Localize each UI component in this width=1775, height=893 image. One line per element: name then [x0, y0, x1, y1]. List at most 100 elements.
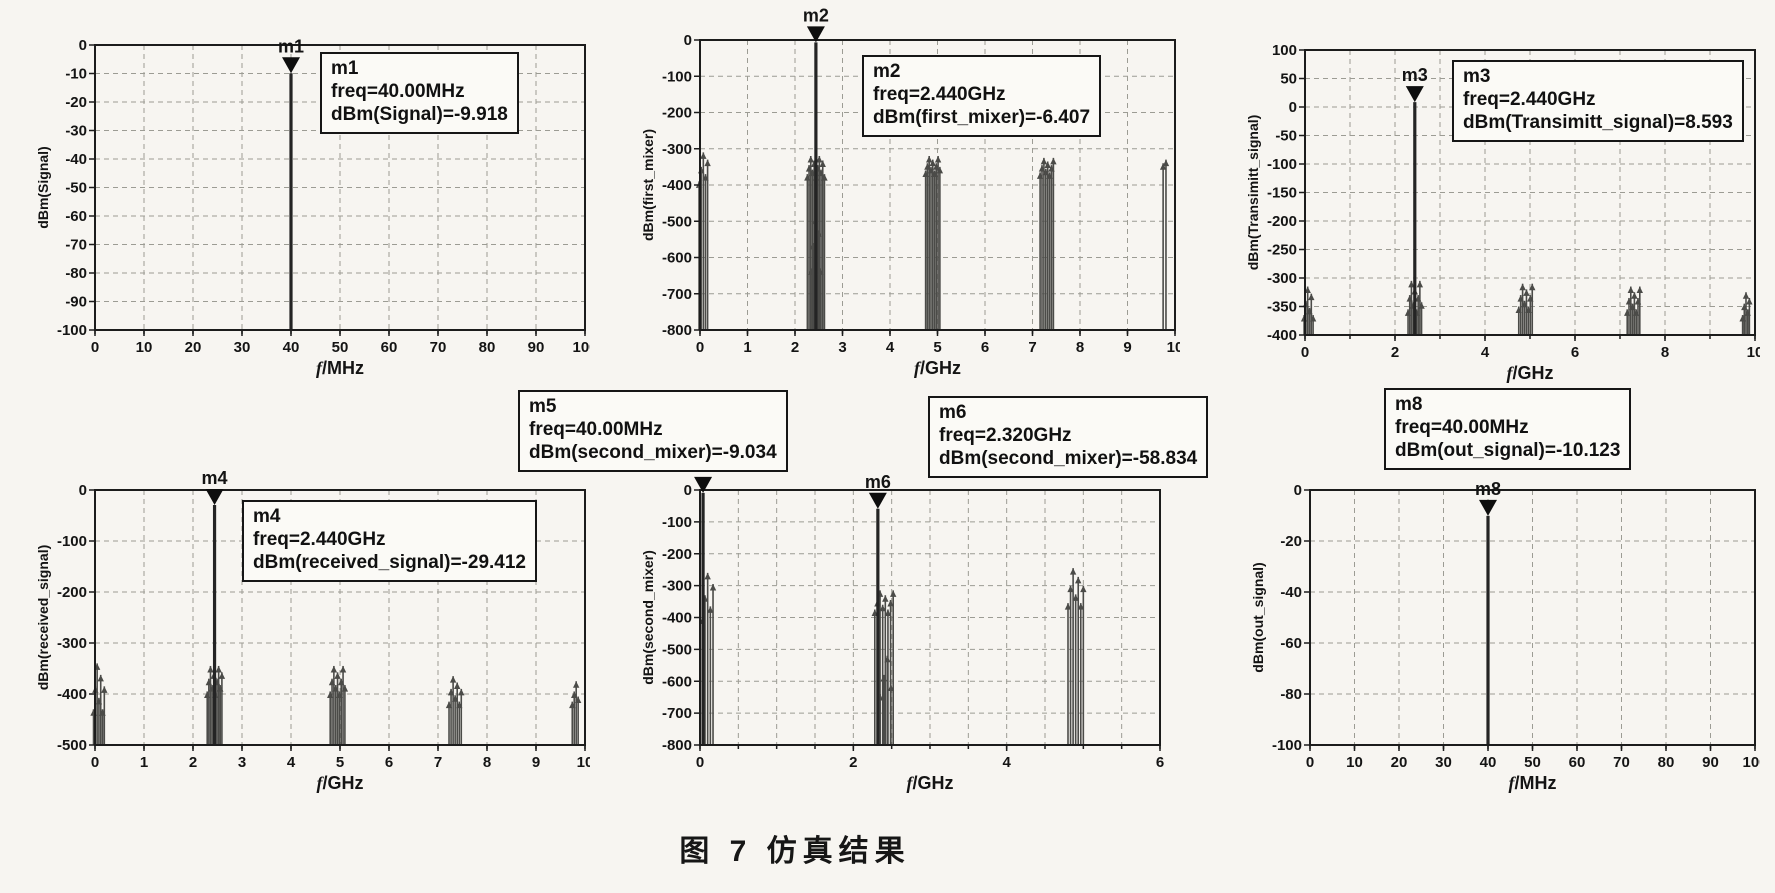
- spike-tip: [1529, 283, 1536, 291]
- x-tick-label: 30: [234, 339, 251, 356]
- annotation-m1: m1 freq=40.00MHz dBm(Signal)=-9.918: [320, 52, 519, 134]
- spike-tip: [574, 696, 582, 704]
- x-tick-label: 40: [283, 339, 300, 356]
- spike-tip: [807, 156, 814, 163]
- marker-label: m4: [202, 468, 228, 488]
- y-tick-label: -100: [1267, 156, 1297, 173]
- spike-tip: [882, 595, 889, 602]
- y-tick-label: -200: [57, 584, 87, 601]
- chart-signal: 0 10 20 30 40 50 60 70 80 90 100 0 -10 -20 -30 -40 -50 -6…: [30, 8, 598, 385]
- spike-tip: [817, 268, 824, 275]
- x-tick-label: 2: [1391, 344, 1399, 361]
- x-tick-label: 20: [1391, 754, 1408, 771]
- spike-tip: [97, 674, 104, 682]
- annotation-m6: m6 freq=2.320GHz dBm(second_mixer)=-58.8…: [928, 396, 1209, 478]
- y-tick-label: -200: [1267, 213, 1297, 230]
- annotation-line: freq=2.440GHz: [1463, 89, 1596, 111]
- x-tick-label: 9: [532, 754, 540, 771]
- x-tick-label: 4: [287, 754, 296, 771]
- x-tick-label: 7: [434, 754, 442, 771]
- y-tick-label: -20: [65, 94, 87, 111]
- x-tick-label: 70: [430, 339, 447, 356]
- spike-tip: [1080, 585, 1087, 593]
- x-tick-label: 9: [1123, 339, 1131, 356]
- y-tick-label: -100: [662, 514, 692, 531]
- y-tick-label: -70: [65, 237, 87, 254]
- marker-label: m8: [1475, 479, 1501, 499]
- annotation-line: dBm(Transimitt_signal)=8.593: [1463, 112, 1733, 134]
- annotation-line: m8: [1395, 394, 1423, 415]
- annotation-line: freq=2.320GHz: [939, 425, 1072, 447]
- y-tick-label: -400: [57, 686, 87, 703]
- chart-out-signal-plot: 0 10 20 30 40 50 60 70 80 90 100 0 -20 -40 -60 -80 -100 m…: [1250, 479, 1768, 793]
- spike-tip: [1304, 286, 1311, 294]
- y-tick-label: -500: [662, 213, 692, 230]
- x-tick-label: 0: [696, 339, 704, 356]
- x-tick-label: 0: [1306, 754, 1314, 771]
- y-tick-label: 0: [1294, 482, 1302, 499]
- x-tick-label: 10: [136, 339, 153, 356]
- spike-tip: [880, 674, 887, 682]
- spike-tip: [449, 676, 457, 683]
- y-tick-label: -50: [65, 180, 87, 197]
- spike-tip: [879, 604, 886, 612]
- spike-tip: [890, 590, 897, 597]
- x-tick-label: 100: [572, 339, 590, 356]
- annotation-line: freq=2.440GHz: [253, 529, 386, 551]
- y-axis-label: dBm(Signal): [35, 146, 51, 228]
- y-axis-label: dBm(Transimitt_signal): [1245, 115, 1261, 271]
- marker-triangle: [1405, 86, 1424, 103]
- spike-tip: [1308, 293, 1315, 301]
- annotation-line: m6: [939, 402, 967, 423]
- annotation-line: freq=2.440GHz: [873, 84, 1006, 106]
- y-axis-label: dBm(out_signal): [1250, 562, 1266, 672]
- x-tick-label: 10: [1167, 339, 1180, 356]
- x-tick-label: 4: [1481, 344, 1490, 361]
- y-tick-label: 0: [684, 32, 692, 49]
- x-tick-label: 6: [981, 339, 989, 356]
- x-tick-label: 5: [336, 754, 344, 771]
- spike-tip: [819, 160, 826, 168]
- x-tick-label: 6: [1571, 344, 1579, 361]
- y-tick-label: 50: [1280, 71, 1297, 88]
- marker-triangle: [1479, 499, 1497, 516]
- x-tick-label: 6: [1156, 754, 1164, 771]
- y-tick-label: -300: [662, 141, 692, 158]
- spike-tip: [1077, 603, 1084, 610]
- spike-tip: [884, 655, 891, 663]
- chart-second-mixer: 02460-100-200-300-400-500-600-700-800m5m…: [635, 428, 1165, 798]
- y-tick-label: -50: [1275, 128, 1297, 145]
- y-tick-label: -100: [1272, 737, 1302, 754]
- spike-tip: [821, 174, 828, 181]
- y-tick-label: -100: [662, 68, 692, 85]
- y-tick-label: -10: [65, 66, 87, 83]
- annotation-line: m4: [253, 506, 281, 527]
- spike-tip: [1075, 576, 1082, 584]
- y-tick-label: -150: [1267, 185, 1297, 202]
- x-tick-label: 2: [791, 339, 799, 356]
- y-tick-label: -100: [57, 533, 87, 550]
- spike-tip: [101, 686, 108, 693]
- marker-label: m3: [1402, 65, 1428, 85]
- y-tick-label: -80: [1280, 686, 1302, 703]
- x-tick-label: 3: [238, 754, 246, 771]
- annotation-line: m1: [331, 58, 359, 79]
- chart-signal-plot: 0 10 20 30 40 50 60 70 80 90 100 0 -10 -20 -30 -40 -50 -6…: [35, 36, 598, 378]
- annotation-m3: m3 freq=2.440GHz dBm(Transimitt_signal)=…: [1452, 60, 1744, 142]
- marker-triangle: [806, 26, 825, 43]
- x-tick-label: 4: [1002, 754, 1011, 771]
- annotation-line: dBm(received_signal)=-29.412: [253, 552, 526, 574]
- x-tick-label: 5: [933, 339, 941, 356]
- spike-tip: [1067, 585, 1074, 593]
- spike-tip: [709, 584, 717, 591]
- spike-tip: [934, 156, 942, 163]
- x-tick-label: 10: [577, 754, 590, 771]
- spike-tip: [707, 606, 714, 613]
- spike-tip: [339, 665, 347, 673]
- spike-tip: [887, 599, 894, 607]
- spike-tip: [1523, 289, 1530, 296]
- y-tick-label: -300: [1267, 270, 1297, 287]
- x-tick-label: 1: [140, 754, 148, 771]
- spike-tip: [341, 685, 349, 692]
- y-tick-label: -500: [57, 737, 87, 754]
